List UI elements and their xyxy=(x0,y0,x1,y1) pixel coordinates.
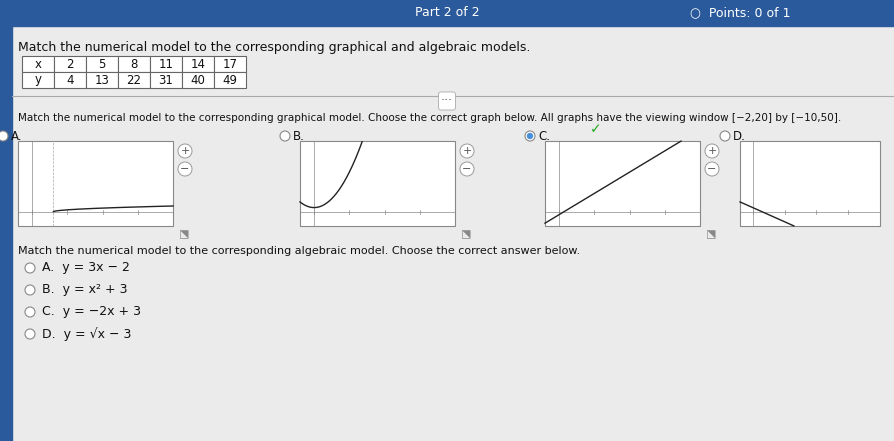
Text: 14: 14 xyxy=(190,57,206,71)
Text: 40: 40 xyxy=(190,74,206,86)
Text: C.  y = −2x + 3: C. y = −2x + 3 xyxy=(42,306,141,318)
Text: −: − xyxy=(706,164,716,174)
Bar xyxy=(299,141,454,226)
Bar xyxy=(150,72,181,88)
Text: C.: C. xyxy=(537,130,550,142)
Circle shape xyxy=(25,285,35,295)
Text: ✓: ✓ xyxy=(589,122,601,136)
Text: A.: A. xyxy=(11,130,22,142)
Bar xyxy=(86,72,118,88)
Circle shape xyxy=(25,329,35,339)
Circle shape xyxy=(0,131,8,141)
Bar xyxy=(214,56,246,72)
Text: 22: 22 xyxy=(126,74,141,86)
Text: 2: 2 xyxy=(66,57,73,71)
Text: −: − xyxy=(462,164,471,174)
Bar xyxy=(181,56,214,72)
Bar xyxy=(22,56,54,72)
Circle shape xyxy=(25,263,35,273)
Text: ⬔: ⬔ xyxy=(460,229,471,239)
Text: ⬔: ⬔ xyxy=(179,229,190,239)
Circle shape xyxy=(460,162,474,176)
Bar xyxy=(118,56,150,72)
Text: D.  y = √x − 3: D. y = √x − 3 xyxy=(42,327,131,341)
Text: Match the numerical model to the corresponding graphical model. Choose the corre: Match the numerical model to the corresp… xyxy=(18,113,840,123)
Circle shape xyxy=(25,307,35,317)
Text: ○  Points: 0 of 1: ○ Points: 0 of 1 xyxy=(689,7,789,19)
Text: +: + xyxy=(180,146,190,156)
Circle shape xyxy=(280,131,290,141)
Bar xyxy=(118,72,150,88)
Circle shape xyxy=(704,144,718,158)
Text: +: + xyxy=(462,146,471,156)
Text: ⬔: ⬔ xyxy=(705,229,716,239)
Circle shape xyxy=(719,131,730,141)
Bar xyxy=(150,56,181,72)
Text: B.  y = x² + 3: B. y = x² + 3 xyxy=(42,284,127,296)
Text: ···: ··· xyxy=(441,94,452,108)
Circle shape xyxy=(178,144,192,158)
Bar xyxy=(18,141,173,226)
Bar xyxy=(544,141,699,226)
Circle shape xyxy=(460,144,474,158)
Text: 4: 4 xyxy=(66,74,73,86)
Text: Part 2 of 2: Part 2 of 2 xyxy=(414,7,479,19)
Circle shape xyxy=(527,134,532,138)
Bar xyxy=(0,26,12,441)
Bar xyxy=(214,72,246,88)
Text: 13: 13 xyxy=(95,74,109,86)
Bar xyxy=(0,0,894,26)
Bar xyxy=(54,72,86,88)
Circle shape xyxy=(525,131,535,141)
Circle shape xyxy=(704,162,718,176)
Text: 8: 8 xyxy=(131,57,138,71)
Text: y: y xyxy=(35,74,41,86)
Bar xyxy=(54,56,86,72)
Text: −: − xyxy=(180,164,190,174)
Text: B.: B. xyxy=(292,130,305,142)
Bar xyxy=(86,56,118,72)
Text: 17: 17 xyxy=(223,57,237,71)
Text: +: + xyxy=(706,146,716,156)
Text: 49: 49 xyxy=(223,74,237,86)
Text: Match the numerical model to the corresponding graphical and algebraic models.: Match the numerical model to the corresp… xyxy=(18,41,530,54)
Text: x: x xyxy=(35,57,41,71)
Text: A.  y = 3x − 2: A. y = 3x − 2 xyxy=(42,262,130,274)
Bar xyxy=(739,141,879,226)
Circle shape xyxy=(178,162,192,176)
Text: 31: 31 xyxy=(158,74,173,86)
Bar xyxy=(22,72,54,88)
Text: Match the numerical model to the corresponding algebraic model. Choose the corre: Match the numerical model to the corresp… xyxy=(18,246,579,256)
Text: D.: D. xyxy=(732,130,745,142)
Text: 11: 11 xyxy=(158,57,173,71)
Bar xyxy=(181,72,214,88)
Text: 5: 5 xyxy=(98,57,105,71)
